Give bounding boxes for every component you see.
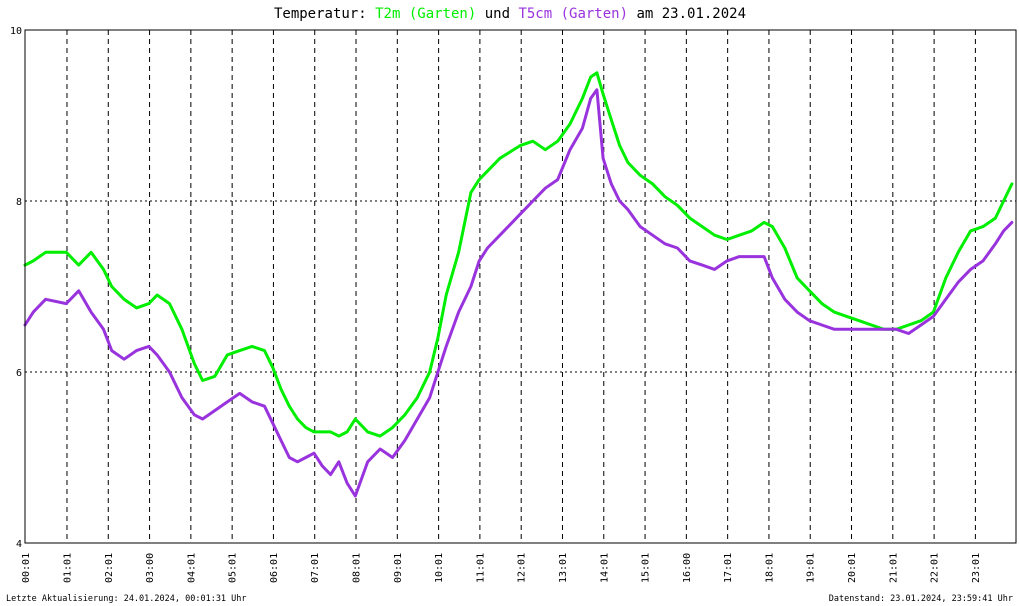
title-mid: und	[476, 6, 518, 22]
x-tick-label: 00:01	[21, 553, 32, 583]
x-tick-label: 06:01	[269, 553, 280, 583]
x-tick-label: 03:00	[145, 553, 156, 583]
title-suffix: am 23.01.2024	[628, 6, 746, 22]
x-tick-label: 11:01	[475, 553, 486, 583]
plot-frame	[24, 29, 1017, 544]
title-series-t2m: T2m (Garten)	[375, 6, 476, 22]
y-tick-label: 6	[16, 368, 22, 379]
x-tick-label: 22:01	[930, 553, 941, 583]
x-tick-label: 05:01	[228, 553, 239, 583]
x-tick-label: 14:01	[599, 553, 610, 583]
footer-last-update: Letzte Aktualisierung: 24.01.2024, 00:01…	[6, 594, 247, 604]
x-tick-label: 17:01	[723, 553, 734, 583]
title-prefix: Temperatur:	[274, 6, 375, 22]
x-tick-label: 16:00	[682, 553, 693, 583]
x-tick-label: 12:01	[517, 553, 528, 583]
x-tick-label: 21:01	[888, 553, 899, 583]
x-tick-label: 08:01	[352, 553, 363, 583]
x-tick-label: 15:01	[641, 553, 652, 583]
x-tick-label: 04:01	[186, 553, 197, 583]
y-tick-label: 8	[16, 197, 22, 208]
title-series-t5cm: T5cm (Garten)	[518, 6, 628, 22]
footer-data-timestamp: Datenstand: 23.01.2024, 23:59:41 Uhr	[829, 594, 1013, 604]
x-tick-label: 18:01	[764, 553, 775, 583]
x-tick-label: 01:01	[62, 553, 73, 583]
chart-title: Temperatur: T2m (Garten) und T5cm (Garte…	[274, 6, 746, 22]
x-tick-label: 07:01	[310, 553, 321, 583]
series-line-t5cm	[23, 88, 1014, 498]
x-tick-label: 02:01	[104, 553, 115, 583]
y-tick-label: 4	[16, 539, 22, 550]
x-tick-label: 13:01	[558, 553, 569, 583]
x-tick-label: 20:01	[847, 553, 858, 583]
x-tick-label: 10:01	[434, 553, 445, 583]
series-line-t2m	[23, 71, 1014, 438]
x-tick-label: 19:01	[806, 553, 817, 583]
x-tick-label: 09:01	[393, 553, 404, 583]
y-tick-label: 10	[10, 26, 22, 37]
x-tick-label: 23:01	[971, 553, 982, 583]
